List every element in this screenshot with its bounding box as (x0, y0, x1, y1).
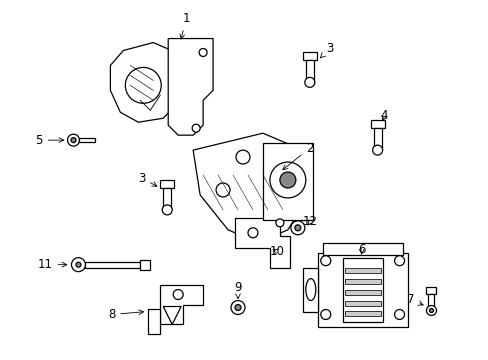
Bar (302, 53, 316, 60)
Circle shape (275, 219, 284, 227)
Bar (427, 293, 433, 310)
Text: 2: 2 (282, 141, 313, 170)
Polygon shape (168, 39, 213, 135)
Circle shape (67, 134, 80, 146)
Bar (140, 260, 150, 270)
Polygon shape (193, 133, 312, 243)
Circle shape (230, 301, 244, 315)
Bar (263, 143, 312, 220)
Circle shape (290, 221, 304, 235)
Circle shape (235, 305, 241, 310)
Circle shape (320, 256, 330, 266)
Bar (426, 287, 436, 293)
Text: 3: 3 (138, 171, 157, 186)
Circle shape (394, 256, 404, 266)
Polygon shape (110, 42, 183, 122)
Text: 3: 3 (320, 42, 333, 58)
Circle shape (76, 262, 81, 267)
Circle shape (247, 228, 258, 238)
Circle shape (320, 310, 330, 319)
Circle shape (71, 258, 85, 272)
Circle shape (71, 138, 76, 143)
Bar (305, 60, 313, 82)
Text: 6: 6 (357, 243, 365, 256)
Circle shape (269, 162, 305, 198)
Text: 7: 7 (406, 293, 422, 306)
Ellipse shape (305, 279, 315, 301)
Bar (344, 301, 380, 306)
Polygon shape (160, 285, 203, 324)
Bar (317, 253, 407, 328)
Bar (344, 279, 380, 284)
Text: 1: 1 (180, 12, 189, 39)
Circle shape (294, 225, 300, 231)
Circle shape (199, 49, 207, 57)
Bar (373, 128, 381, 150)
Bar (322, 243, 402, 255)
Polygon shape (235, 218, 289, 268)
Circle shape (428, 309, 432, 312)
Bar (148, 310, 160, 334)
Polygon shape (163, 306, 181, 324)
Circle shape (173, 289, 183, 300)
Text: 8: 8 (108, 308, 143, 321)
Bar (342, 258, 382, 323)
Text: 4: 4 (380, 109, 387, 122)
Bar (344, 289, 380, 294)
Text: 11: 11 (38, 258, 67, 271)
Circle shape (394, 310, 404, 319)
Circle shape (162, 205, 172, 215)
Text: 9: 9 (234, 281, 241, 298)
Bar (160, 180, 174, 188)
Circle shape (125, 67, 161, 103)
Circle shape (216, 183, 229, 197)
Circle shape (236, 150, 249, 164)
Circle shape (192, 124, 200, 132)
Bar (370, 120, 384, 128)
Text: 12: 12 (302, 215, 317, 228)
Text: 5: 5 (35, 134, 63, 147)
Bar (344, 268, 380, 273)
Bar (80, 138, 95, 142)
Text: 10: 10 (269, 245, 285, 258)
Circle shape (279, 172, 295, 188)
Circle shape (372, 145, 382, 155)
Bar (163, 188, 171, 210)
Circle shape (304, 77, 314, 87)
Circle shape (426, 306, 436, 315)
Bar (85, 262, 140, 268)
Bar (344, 311, 380, 316)
Polygon shape (302, 268, 317, 312)
